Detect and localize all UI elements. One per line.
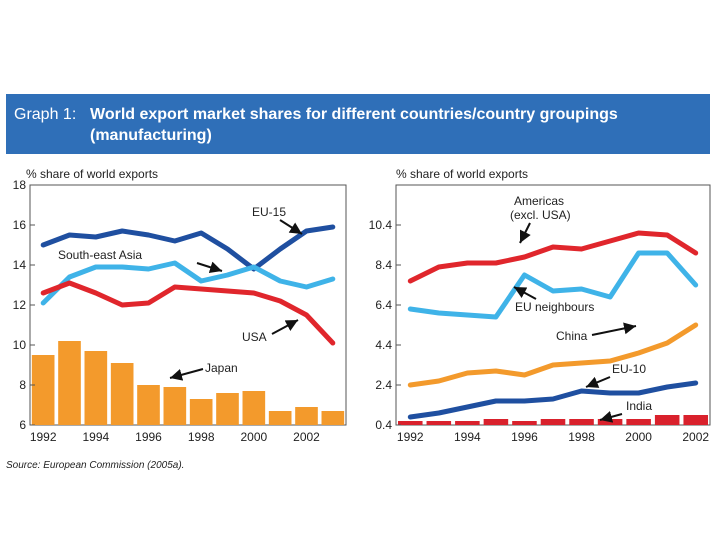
- right-plot-frame: [395, 184, 711, 426]
- bar-japan: [84, 351, 108, 425]
- x-tick-label: 1994: [82, 430, 109, 444]
- bar-india: [455, 421, 480, 425]
- bar-japan: [163, 387, 187, 425]
- bar-india: [626, 419, 651, 425]
- left-chart: % share of world exports 6 8 10 12 14 16 18 199…: [13, 167, 347, 444]
- bar-japan: [189, 399, 213, 425]
- y-tick-label: 4.4: [375, 338, 392, 352]
- series-line-americas-excl-usa: [407, 230, 699, 284]
- x-tick-label: 1992: [397, 430, 424, 444]
- source-text: European Commission (2005a).: [40, 460, 185, 471]
- right-chart: % share of world exports 0.4 2.4 4.4 6.4 8.4…: [369, 167, 711, 444]
- bar-japan: [321, 411, 345, 425]
- x-tick-label: 1998: [188, 430, 215, 444]
- arrow-usa: [271, 319, 299, 335]
- x-tick-label: 2000: [625, 430, 652, 444]
- y-tick-label: 18: [13, 178, 27, 192]
- y-tick-label: 0.4: [375, 418, 392, 432]
- x-tick-label: 1992: [30, 430, 57, 444]
- x-tick-label: 2000: [240, 430, 267, 444]
- bar-japan: [110, 363, 134, 425]
- bar-india: [569, 419, 594, 425]
- series-line-usa: [40, 280, 336, 346]
- bar-japan: [31, 355, 55, 425]
- bar-japan: [58, 341, 81, 425]
- y-tick-label: 16: [13, 218, 27, 232]
- label-japan: Japan: [205, 361, 238, 375]
- arrow-south-east-asia: [196, 261, 223, 274]
- series-line-china: [407, 322, 699, 388]
- bar-japan: [137, 385, 160, 425]
- x-tick-label: 1996: [511, 430, 538, 444]
- y-tick-label: 12: [13, 298, 27, 312]
- x-tick-label: 2002: [293, 430, 320, 444]
- bar-india: [397, 421, 423, 425]
- y-tick-label: 6.4: [375, 298, 392, 312]
- arrow-india: [599, 411, 623, 423]
- x-tick-label: 1994: [454, 430, 481, 444]
- arrow-eu15: [279, 219, 303, 235]
- source-note: Source: European Commission (2005a).: [6, 460, 184, 471]
- x-tick-label: 1998: [568, 430, 595, 444]
- arrow-eu-neighbours: [513, 286, 537, 300]
- bar-india: [483, 419, 509, 425]
- label-americas-line1: Americas: [514, 194, 564, 208]
- series-line-eu-neighbours: [407, 250, 699, 320]
- series-line-south-east-asia: [40, 260, 336, 306]
- arrow-china: [591, 322, 637, 336]
- graph-label: Graph 1:: [14, 106, 77, 123]
- bar-india: [426, 421, 452, 425]
- label-americas-line2: (excl. USA): [510, 208, 571, 222]
- bar-india: [540, 419, 566, 425]
- label-south-east-asia: South-east Asia: [58, 248, 142, 262]
- arrow-eu10: [585, 376, 611, 388]
- y-tick-label: 6: [19, 418, 26, 432]
- y-tick-label: 8.4: [375, 258, 392, 272]
- label-eu15: EU-15: [252, 205, 286, 219]
- x-tick-label: 1996: [135, 430, 162, 444]
- y-tick-label: 14: [13, 258, 27, 272]
- label-eu10: EU-10: [612, 362, 646, 376]
- y-tick-label: 10: [13, 338, 27, 352]
- source-prefix: Source:: [6, 460, 41, 471]
- y-tick-label: 10.4: [369, 218, 393, 232]
- y-tick-label: 8: [19, 378, 26, 392]
- y-tick-label: 2.4: [375, 378, 392, 392]
- bar-india: [683, 415, 709, 425]
- label-china: China: [556, 329, 588, 343]
- bar-japan: [216, 393, 239, 425]
- graph-title: World export market shares for different…: [90, 106, 618, 144]
- label-eu-neighbours: EU neighbours: [515, 300, 594, 314]
- arrow-americas: [519, 222, 531, 244]
- label-india: India: [626, 399, 652, 413]
- bar-india: [512, 421, 537, 425]
- title-banner: Graph 1: World export market shares for …: [6, 94, 710, 154]
- bar-india: [654, 415, 680, 425]
- right-y-axis-label: % share of world exports: [396, 167, 528, 181]
- series-line-eu-10: [407, 380, 699, 420]
- left-y-axis-label: % share of world exports: [26, 167, 158, 181]
- bar-japan: [268, 411, 292, 425]
- arrow-japan: [169, 368, 204, 381]
- bar-japan: [295, 407, 318, 425]
- label-usa: USA: [242, 330, 267, 344]
- bar-japan: [242, 391, 266, 425]
- series-line-eu-15: [40, 224, 336, 272]
- x-tick-label: 2002: [682, 430, 709, 444]
